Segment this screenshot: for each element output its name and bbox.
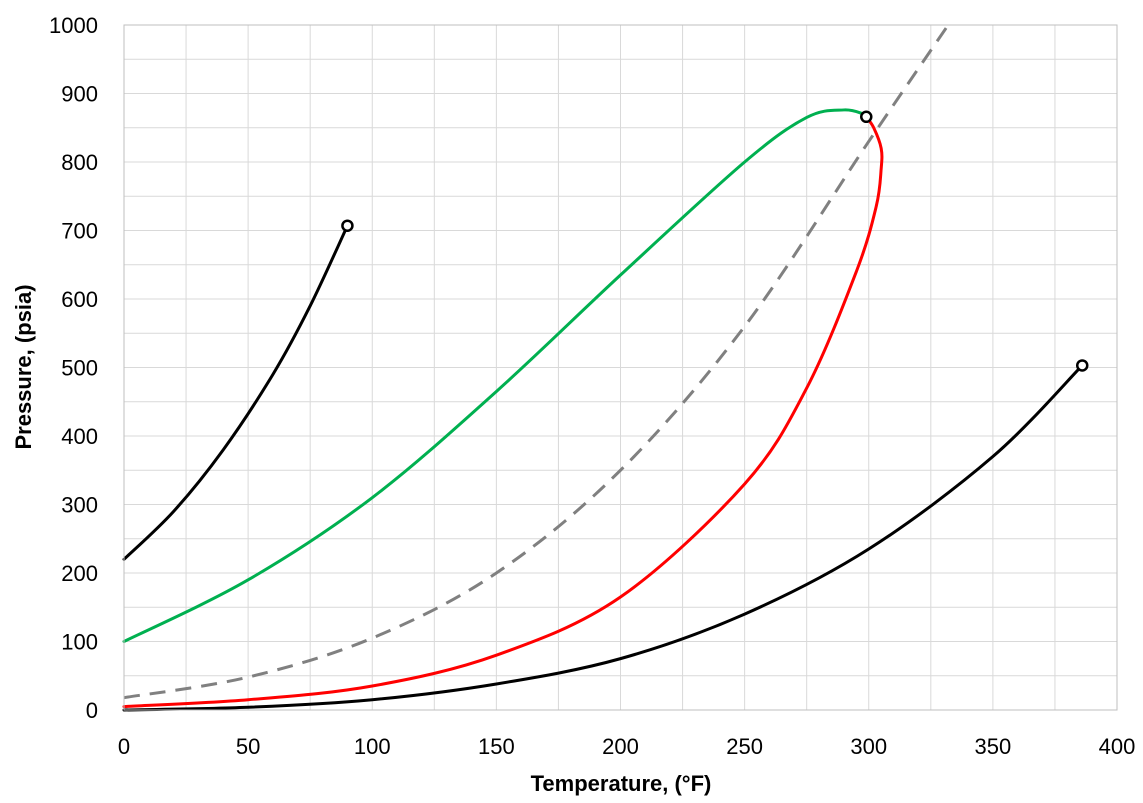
x-tick-label: 150	[478, 734, 515, 759]
y-tick-label: 800	[61, 150, 98, 175]
x-axis-ticks: 0 50 100 150 200 250 300 350 400	[118, 734, 1135, 759]
y-axis-title: Pressure, (psia)	[11, 284, 36, 449]
y-tick-label: 300	[61, 493, 98, 518]
y-tick-label: 400	[61, 424, 98, 449]
x-axis-title: Temperature, (°F)	[531, 771, 712, 796]
y-tick-label: 100	[61, 630, 98, 655]
series-line-4	[123, 24, 950, 700]
series-line-3	[122, 115, 884, 709]
series-endpoint-marker-5	[1075, 359, 1089, 372]
x-tick-label: 0	[118, 734, 130, 759]
series-line-2	[122, 108, 866, 643]
y-tick-label: 900	[61, 82, 98, 107]
y-tick-label: 700	[61, 219, 98, 244]
series-layer	[122, 24, 1084, 712]
markers-layer	[341, 110, 1089, 372]
series-line-1	[122, 224, 349, 561]
grid-lines	[123, 24, 1118, 711]
series-line-5	[122, 363, 1084, 712]
y-axis-ticks: 0 100 200 300 400 500 600 700 800 900 1000	[49, 13, 98, 723]
x-tick-label: 200	[602, 734, 639, 759]
x-tick-label: 300	[850, 734, 887, 759]
critical-point-marker-1	[860, 110, 873, 124]
y-tick-label: 1000	[49, 13, 98, 38]
y-tick-label: 0	[86, 698, 98, 723]
y-tick-label: 600	[61, 287, 98, 312]
x-tick-label: 350	[975, 734, 1012, 759]
x-tick-label: 50	[236, 734, 260, 759]
plot-area-border	[123, 24, 1118, 711]
x-tick-label: 100	[354, 734, 391, 759]
y-tick-label: 500	[61, 356, 98, 381]
x-tick-label: 400	[1099, 734, 1136, 759]
series-endpoint-marker-1	[341, 219, 354, 232]
x-tick-label: 250	[726, 734, 763, 759]
y-tick-label: 200	[61, 561, 98, 586]
